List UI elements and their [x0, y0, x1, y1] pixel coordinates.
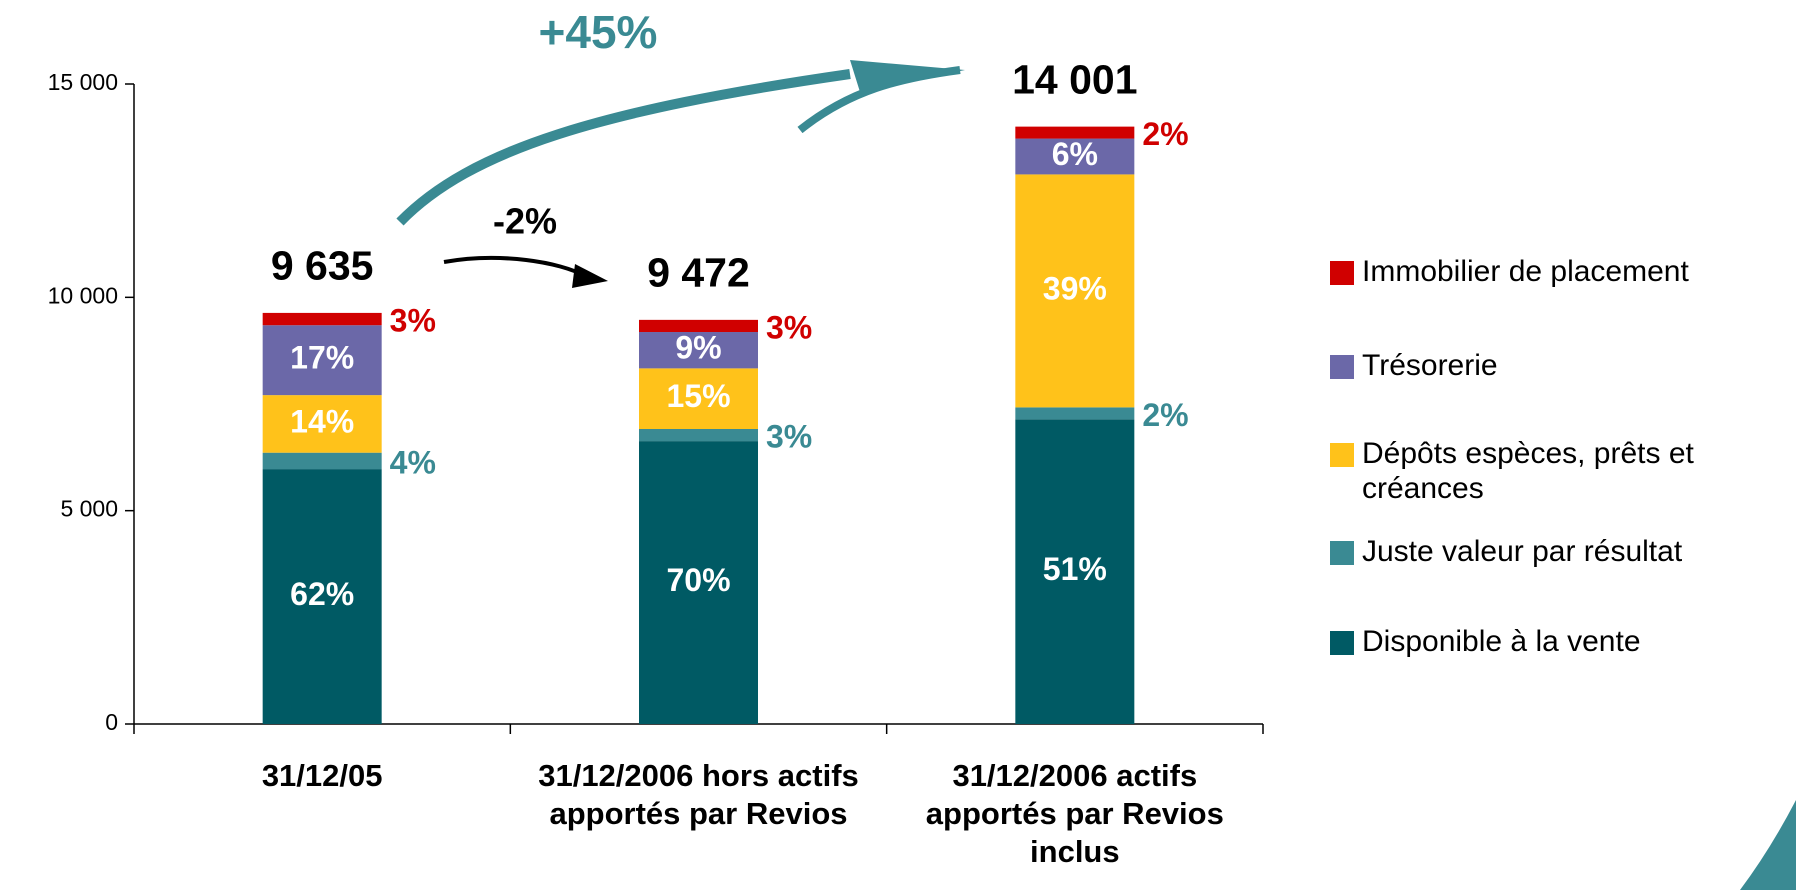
- total-label: 9 635: [271, 243, 374, 289]
- bar-segment: [262, 469, 382, 724]
- legend-item: Juste valeur par résultat: [1330, 534, 1790, 569]
- bar-segment: [1015, 174, 1135, 408]
- data-label: 6%: [1052, 136, 1098, 172]
- change-arrow-head: [572, 264, 608, 288]
- bar-segment: [1015, 407, 1135, 420]
- legend-item: Disponible à la vente: [1330, 624, 1790, 659]
- legend-item: Trésorerie: [1330, 348, 1790, 383]
- bar-segment: [1015, 126, 1135, 139]
- change-arrow: [443, 255, 586, 278]
- bar-segment: [262, 325, 382, 396]
- legend-swatch: [1330, 541, 1354, 565]
- data-label: 15%: [666, 378, 730, 414]
- data-label: 14%: [290, 403, 354, 439]
- bar-segment: [639, 368, 758, 430]
- bar-segment: [262, 452, 382, 470]
- annotation: +45%: [539, 6, 658, 58]
- y-tick-label: 10 000: [48, 282, 118, 308]
- legend-swatch: [1330, 631, 1354, 655]
- data-label: 3%: [390, 303, 436, 339]
- legend-swatch: [1330, 355, 1354, 379]
- data-label: 70%: [666, 562, 730, 598]
- x-tick-label: 31/12/05: [261, 758, 383, 793]
- data-label: 9%: [675, 330, 721, 366]
- bar-segment: [639, 441, 758, 724]
- total-label: 9 472: [647, 250, 750, 296]
- bar-segment: [639, 332, 758, 369]
- data-label: 2%: [1142, 116, 1188, 152]
- data-label: 3%: [766, 309, 812, 345]
- growth-arrow: [396, 69, 851, 226]
- bar-segment: [262, 395, 382, 453]
- y-tick-label: 5 000: [60, 496, 118, 522]
- data-label: 51%: [1043, 551, 1107, 587]
- y-tick-label: 15 000: [48, 69, 118, 95]
- legend-item: Dépôts espèces, prêts et créances: [1330, 436, 1790, 506]
- data-label: 39%: [1043, 270, 1107, 306]
- x-tick-label: 31/12/2006 hors actifs apportés par Revi…: [538, 758, 859, 831]
- bar-segment: [1015, 138, 1135, 175]
- data-label: 2%: [1142, 397, 1188, 433]
- y-tick-label: 0: [105, 709, 118, 735]
- bar-segment: [1015, 419, 1135, 724]
- data-label: 62%: [290, 576, 354, 612]
- legend-item: Immobilier de placement: [1330, 254, 1790, 289]
- bar-segment: [639, 319, 758, 333]
- data-label: 3%: [766, 419, 812, 455]
- legend-swatch: [1330, 443, 1354, 467]
- bar-segment: [262, 312, 382, 326]
- data-label: 4%: [390, 444, 436, 480]
- total-label: 14 001: [1012, 56, 1137, 102]
- corner-decoration: [1740, 800, 1796, 890]
- annotation: -2%: [493, 201, 557, 242]
- x-tick-label: 31/12/2006 actifs apportés par Revios in…: [925, 758, 1224, 869]
- data-label: 17%: [290, 340, 354, 376]
- growth-arrow-head: [850, 60, 965, 92]
- legend-swatch: [1330, 261, 1354, 285]
- bar-segment: [639, 429, 758, 442]
